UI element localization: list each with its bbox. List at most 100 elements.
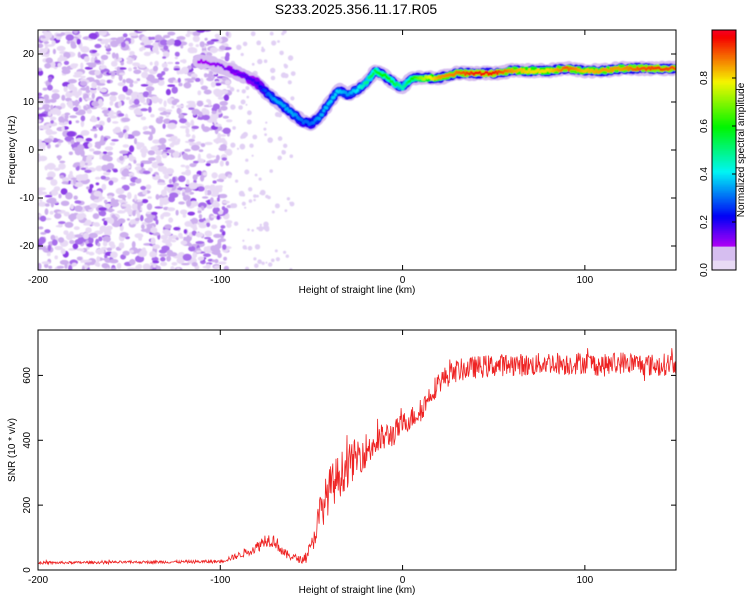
noise-blob [74, 181, 84, 188]
noise-blob [203, 246, 208, 253]
noise-blob [165, 88, 171, 96]
noise-blob [232, 203, 238, 209]
noise-blob [70, 203, 74, 210]
noise-blob [72, 74, 82, 78]
noise-blob [51, 239, 58, 246]
ridge-cell [519, 67, 523, 72]
noise-blob [188, 245, 196, 252]
y-tick-label: 20 [23, 49, 35, 60]
noise-blob [93, 199, 101, 203]
noise-blob [204, 185, 212, 190]
noise-blob [173, 68, 180, 71]
spectrogram-xlabel: Height of straight line (km) [299, 285, 416, 296]
noise-blob [75, 111, 85, 116]
noise-blob [265, 225, 270, 230]
ridge-cell [334, 93, 337, 97]
noise-blob [70, 139, 75, 145]
noise-blob [63, 56, 67, 61]
noise-blob [214, 185, 223, 190]
noise-blob [205, 263, 211, 269]
noise-blob [265, 261, 268, 264]
colorbar-cell [712, 172, 736, 175]
noise-blob [247, 110, 252, 116]
noise-blob [183, 82, 192, 89]
noise-blob [192, 174, 198, 181]
noise-blob [225, 119, 233, 123]
noise-blob [157, 77, 165, 81]
noise-blob [80, 248, 85, 252]
ridge-cell [294, 113, 298, 117]
colorbar-cell [712, 160, 736, 163]
noise-blob [83, 232, 90, 240]
noise-blob [211, 259, 215, 263]
noise-blob [133, 98, 140, 105]
noise-blob [160, 256, 166, 262]
noise-blob [101, 59, 105, 66]
noise-blob [166, 39, 175, 46]
noise-blob [135, 178, 142, 184]
noise-blob [236, 44, 242, 50]
noise-blob [154, 60, 159, 67]
ridge-cell [625, 65, 629, 69]
noise-blob [71, 262, 77, 267]
noise-blob [144, 40, 154, 44]
noise-blob [85, 97, 95, 101]
noise-blob [162, 56, 167, 59]
noise-blob [143, 51, 151, 57]
noise-blob [140, 116, 147, 121]
noise-blob [118, 72, 126, 76]
noise-blob [70, 41, 76, 48]
noise-blob [140, 108, 148, 112]
noise-blob [98, 98, 103, 105]
colorbar-cell [712, 104, 736, 107]
noise-blob [120, 41, 126, 48]
noise-blob [160, 234, 169, 240]
noise-blob [258, 177, 262, 181]
noise-blob [168, 217, 174, 223]
colorbar-cell [712, 162, 736, 165]
noise-blob [38, 107, 43, 110]
noise-blob [101, 109, 110, 114]
noise-blob [259, 223, 262, 227]
noise-blob [158, 98, 163, 105]
noise-blob [152, 244, 161, 249]
noise-blob [198, 218, 205, 223]
noise-blob [110, 201, 120, 208]
noise-blob [254, 173, 258, 177]
noise-blob [119, 155, 124, 161]
noise-blob [253, 194, 257, 198]
colorbar-cell [712, 82, 736, 85]
colorbar-cell [712, 56, 736, 59]
noise-blob [109, 91, 118, 96]
noise-blob [245, 266, 250, 270]
noise-blob [265, 194, 269, 199]
noise-blob [127, 267, 137, 270]
noise-blob [80, 167, 87, 171]
noise-blob [219, 228, 224, 233]
noise-blob [197, 202, 207, 209]
noise-blob [159, 112, 167, 116]
noise-blob [188, 42, 194, 47]
noise-blob [290, 96, 295, 101]
noise-blob [143, 126, 149, 130]
noise-blob [206, 189, 212, 196]
colorbar-cell [712, 150, 736, 153]
colorbar-cell [712, 268, 736, 271]
noise-blob [128, 32, 138, 37]
noise-blob [38, 119, 42, 123]
snr-ylabel: SNR (10 * v/v) [7, 418, 18, 482]
noise-blob [189, 219, 197, 222]
noise-blob [217, 132, 222, 139]
colorbar-cell [712, 224, 736, 227]
noise-blob [72, 106, 79, 112]
noise-blob [209, 47, 218, 54]
noise-blob [261, 261, 265, 265]
noise-blob [158, 253, 168, 257]
noise-blob [220, 137, 226, 143]
noise-blob [109, 100, 114, 106]
noise-blob [138, 235, 143, 241]
colorbar-cell [712, 252, 736, 255]
noise-blob [82, 259, 93, 263]
noise-blob [196, 221, 204, 226]
